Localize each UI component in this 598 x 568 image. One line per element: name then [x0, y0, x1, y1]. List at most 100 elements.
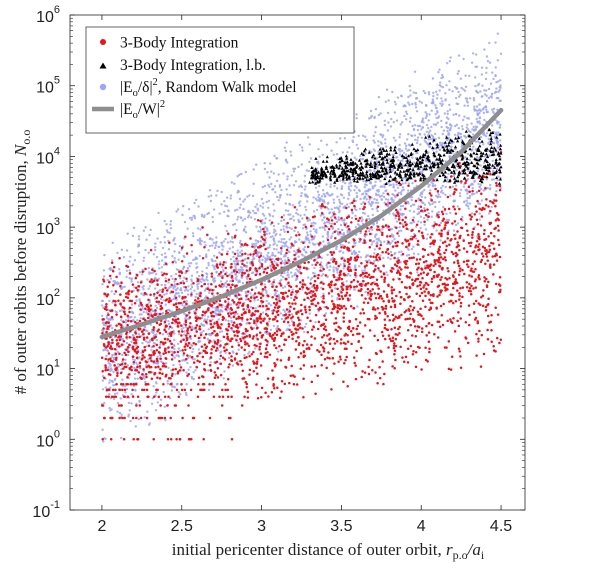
random-walk-point — [323, 226, 326, 229]
random-walk-point — [264, 217, 267, 220]
three-body-point — [157, 350, 161, 354]
three-body-point — [129, 320, 133, 323]
random-walk-point — [395, 119, 399, 122]
random-walk-point — [296, 269, 300, 273]
three-body-point — [149, 304, 153, 307]
three-body-point — [416, 310, 420, 314]
random-walk-point — [494, 74, 497, 77]
random-walk-point — [320, 139, 323, 142]
random-walk-point — [391, 90, 394, 94]
random-walk-point — [397, 234, 401, 238]
random-walk-point — [424, 111, 427, 114]
random-walk-point — [323, 305, 326, 309]
random-walk-point — [163, 263, 166, 266]
random-walk-point — [251, 271, 255, 274]
random-walk-point — [475, 191, 479, 194]
random-walk-point — [113, 392, 117, 396]
three-body-point — [394, 315, 398, 318]
random-walk-point — [446, 126, 450, 130]
random-walk-point — [162, 299, 165, 302]
three-body-point — [194, 342, 198, 346]
three-body-point — [414, 179, 417, 183]
three-body-point — [419, 272, 423, 275]
random-walk-point — [373, 252, 376, 255]
three-body-point — [404, 202, 407, 205]
three-body-point — [282, 320, 286, 324]
random-walk-point — [339, 249, 342, 253]
random-walk-point — [311, 276, 314, 280]
random-walk-point — [183, 289, 187, 292]
three-body-point — [474, 299, 478, 303]
random-walk-point — [480, 66, 484, 69]
three-body-point — [382, 264, 385, 267]
random-walk-point — [253, 246, 256, 249]
random-walk-point — [244, 298, 248, 301]
three-body-point — [384, 312, 387, 316]
random-walk-point — [285, 159, 288, 163]
random-walk-point — [101, 388, 105, 391]
three-body-point — [256, 337, 259, 341]
random-walk-point — [346, 231, 349, 234]
three-body-point — [177, 395, 181, 398]
random-walk-point — [137, 251, 140, 254]
three-body-point — [467, 323, 471, 327]
random-walk-point — [455, 87, 459, 90]
random-walk-point — [300, 185, 304, 189]
three-body-point — [156, 291, 159, 295]
random-walk-point — [375, 193, 378, 197]
random-walk-point — [137, 243, 140, 246]
random-walk-point — [303, 330, 306, 334]
random-walk-point — [330, 208, 333, 211]
random-walk-point — [180, 248, 183, 251]
three-body-point — [178, 438, 182, 441]
random-walk-point — [306, 237, 310, 240]
random-walk-point — [418, 100, 421, 103]
three-body-point — [149, 248, 153, 252]
random-walk-point — [268, 176, 271, 179]
random-walk-point — [463, 104, 466, 107]
three-body-point — [332, 251, 336, 254]
random-walk-point — [338, 218, 341, 221]
three-body-point — [243, 243, 247, 247]
random-walk-point — [238, 173, 241, 177]
random-walk-point — [434, 205, 437, 209]
three-body-point — [458, 294, 461, 298]
three-body-point — [471, 233, 474, 237]
random-walk-point — [125, 249, 129, 252]
three-body-point — [230, 438, 234, 441]
three-body-point — [174, 296, 178, 299]
three-body-point — [290, 330, 293, 334]
three-body-point — [222, 260, 226, 264]
three-body-point — [161, 341, 165, 344]
random-walk-point — [437, 193, 440, 196]
random-walk-point — [280, 238, 283, 241]
random-walk-point — [185, 371, 188, 374]
random-walk-point — [167, 335, 171, 338]
three-body-point — [489, 200, 492, 203]
random-walk-point — [468, 74, 471, 78]
three-body-point — [165, 289, 169, 292]
random-walk-point — [405, 118, 408, 121]
random-walk-point — [359, 154, 362, 158]
random-walk-point — [390, 227, 394, 231]
three-body-point — [286, 295, 289, 298]
random-walk-point — [394, 196, 397, 199]
random-walk-point — [111, 318, 115, 321]
random-walk-point — [478, 141, 482, 145]
random-walk-point — [474, 125, 478, 128]
random-walk-point — [314, 222, 317, 225]
random-walk-point — [263, 162, 266, 165]
random-walk-point — [231, 246, 235, 249]
random-walk-point — [420, 101, 424, 104]
three-body-point — [487, 280, 490, 284]
random-walk-point — [367, 189, 370, 192]
random-walk-point — [315, 208, 319, 212]
three-body-point — [342, 380, 345, 384]
random-walk-point — [406, 138, 409, 141]
random-walk-point — [139, 367, 142, 370]
three-body-point — [483, 246, 487, 250]
three-body-point — [171, 321, 174, 325]
three-body-point — [438, 264, 441, 268]
three-body-point — [186, 327, 190, 330]
random-walk-point — [434, 132, 437, 136]
